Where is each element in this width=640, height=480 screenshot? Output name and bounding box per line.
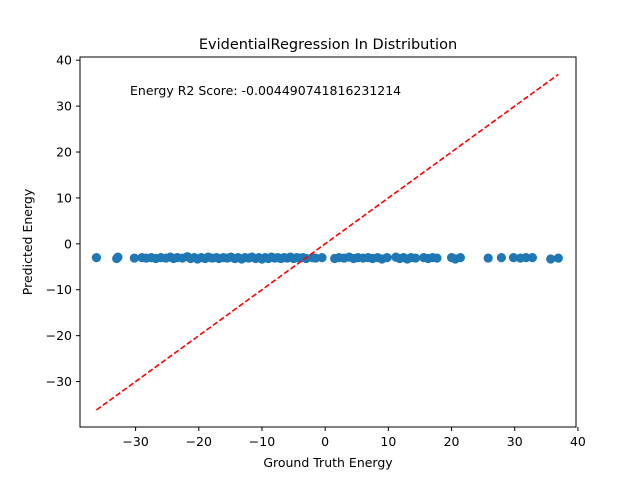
x-axis: −30 −20 −10 0 10 20 30 40 (122, 427, 586, 449)
data-point (527, 253, 538, 263)
data-point (483, 253, 493, 263)
y-axis-label: Predicted Energy (20, 188, 35, 295)
x-axis-label: Ground Truth Energy (263, 455, 393, 470)
x-tick-label: 0 (321, 434, 329, 449)
chart-title: EvidentialRegression In Distribution (199, 37, 457, 53)
plot-frame (79, 56, 577, 428)
y-tick-label: −10 (46, 282, 72, 297)
r2-score-annotation: Energy R2 Score: -0.004490741816231214 (130, 83, 401, 98)
plot-area (79, 56, 577, 428)
x-tick-label: −10 (249, 434, 275, 449)
data-point (546, 254, 556, 264)
data-point (496, 253, 507, 263)
y-tick-label: −30 (46, 374, 72, 389)
y-tick-label: 30 (56, 99, 72, 114)
reference-line-layer (95, 73, 559, 411)
y-tick-label: −20 (46, 328, 72, 343)
plot-background (80, 57, 576, 427)
x-tick-label: 10 (380, 434, 396, 449)
x-tick-label: 30 (507, 434, 523, 449)
data-point (432, 253, 442, 263)
data-point (382, 253, 392, 263)
y-tick-label: 40 (56, 53, 72, 68)
data-point (317, 253, 327, 263)
x-tick-label: 20 (444, 434, 460, 449)
x-tick-label: −30 (122, 434, 148, 449)
scatter-points (91, 252, 563, 264)
y-axis: −30 −20 −10 0 10 20 30 40 (46, 53, 80, 389)
data-point (113, 252, 123, 262)
data-point (553, 253, 563, 263)
data-point (521, 253, 531, 263)
identity-reference-line (95, 73, 559, 411)
data-point (508, 253, 519, 263)
data-point (91, 253, 102, 263)
y-tick-label: 10 (56, 190, 72, 205)
x-tick-label: 40 (570, 434, 586, 449)
y-tick-label: 0 (64, 236, 72, 251)
data-point (129, 253, 139, 263)
data-point (455, 253, 465, 263)
y-tick-label: 20 (56, 145, 72, 160)
data-point (410, 253, 421, 263)
x-tick-label: −20 (186, 434, 212, 449)
